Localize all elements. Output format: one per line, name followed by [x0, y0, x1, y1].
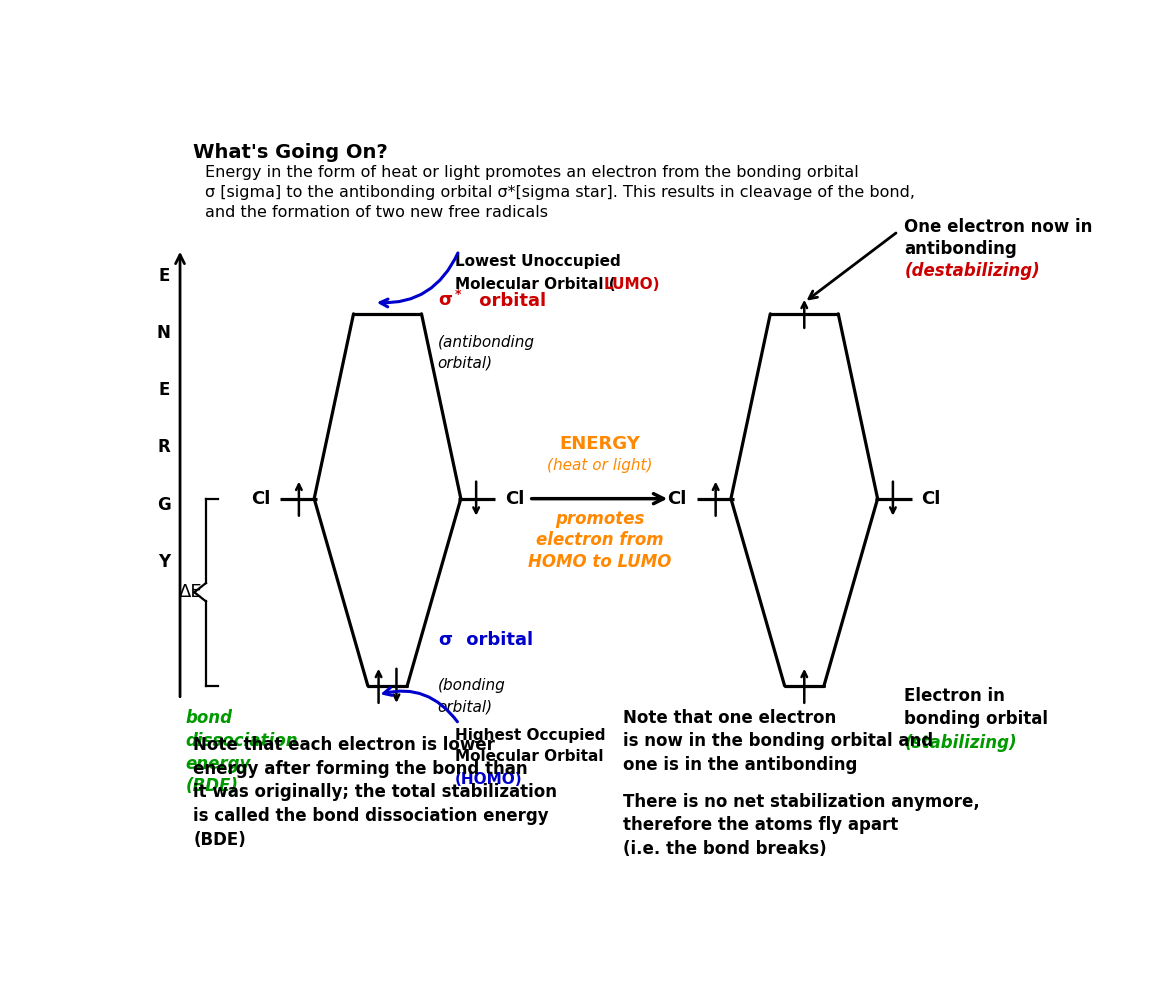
Text: (heat or light): (heat or light) [547, 457, 652, 472]
Text: orbital): orbital) [437, 699, 493, 714]
Text: (bonding: (bonding [437, 679, 505, 693]
Text: Lowest Unoccupied: Lowest Unoccupied [455, 254, 621, 269]
Text: ΔE: ΔE [179, 583, 203, 601]
Text: ENERGY: ENERGY [559, 434, 640, 452]
Text: (antibonding: (antibonding [437, 335, 534, 350]
Text: There is no net stabilization anymore,
therefore the atoms fly apart
(i.e. the b: There is no net stabilization anymore, t… [623, 793, 980, 858]
Text: E: E [158, 381, 170, 399]
Text: G: G [157, 496, 171, 514]
Text: N: N [157, 324, 171, 342]
Text: Molecular Orbital (: Molecular Orbital ( [455, 277, 615, 293]
Text: and the formation of two new free radicals: and the formation of two new free radica… [205, 204, 548, 219]
Text: bond
dissociation
energy
(BDE): bond dissociation energy (BDE) [186, 708, 298, 796]
Text: (destabilizing): (destabilizing) [905, 262, 1040, 280]
Text: Cl: Cl [250, 490, 270, 508]
Text: Y: Y [158, 554, 170, 571]
Text: Cl: Cl [504, 490, 524, 508]
Text: antibonding: antibonding [905, 240, 1017, 258]
Text: bonding orbital: bonding orbital [905, 710, 1049, 728]
Text: (HOMO): (HOMO) [455, 772, 523, 787]
Text: Note that each electron is lower
energy after forming the bond than
it was origi: Note that each electron is lower energy … [194, 736, 557, 848]
Text: Highest Occupied: Highest Occupied [455, 728, 605, 743]
Text: Cl: Cl [922, 490, 941, 508]
Text: Note that one electron
is now in the bonding orbital and
one is in the antibondi: Note that one electron is now in the bon… [623, 708, 932, 774]
Text: orbital: orbital [460, 631, 533, 649]
Text: promotes: promotes [555, 510, 644, 528]
Text: $\mathbf{\sigma^*}$: $\mathbf{\sigma^*}$ [437, 290, 463, 310]
Text: HOMO to LUMO: HOMO to LUMO [527, 554, 672, 571]
Text: electron from: electron from [535, 531, 664, 549]
Text: What's Going On?: What's Going On? [194, 144, 388, 163]
Text: orbital): orbital) [437, 356, 493, 371]
Text: σ [sigma] to the antibonding orbital σ*[sigma star]. This results in cleavage of: σ [sigma] to the antibonding orbital σ*[… [205, 185, 915, 199]
Text: Cl: Cl [668, 490, 687, 508]
Text: orbital: orbital [473, 292, 547, 310]
Text: $\mathbf{\sigma}$: $\mathbf{\sigma}$ [437, 631, 452, 649]
Text: LUMO): LUMO) [604, 277, 660, 293]
Text: (stabilizing): (stabilizing) [905, 734, 1017, 752]
Text: Molecular Orbital: Molecular Orbital [455, 749, 604, 764]
Text: Energy in the form of heat or light promotes an electron from the bonding orbita: Energy in the form of heat or light prom… [205, 165, 859, 180]
Text: One electron now in: One electron now in [905, 218, 1093, 236]
Text: R: R [158, 438, 171, 456]
Text: Electron in: Electron in [905, 687, 1005, 705]
Text: E: E [158, 267, 170, 285]
